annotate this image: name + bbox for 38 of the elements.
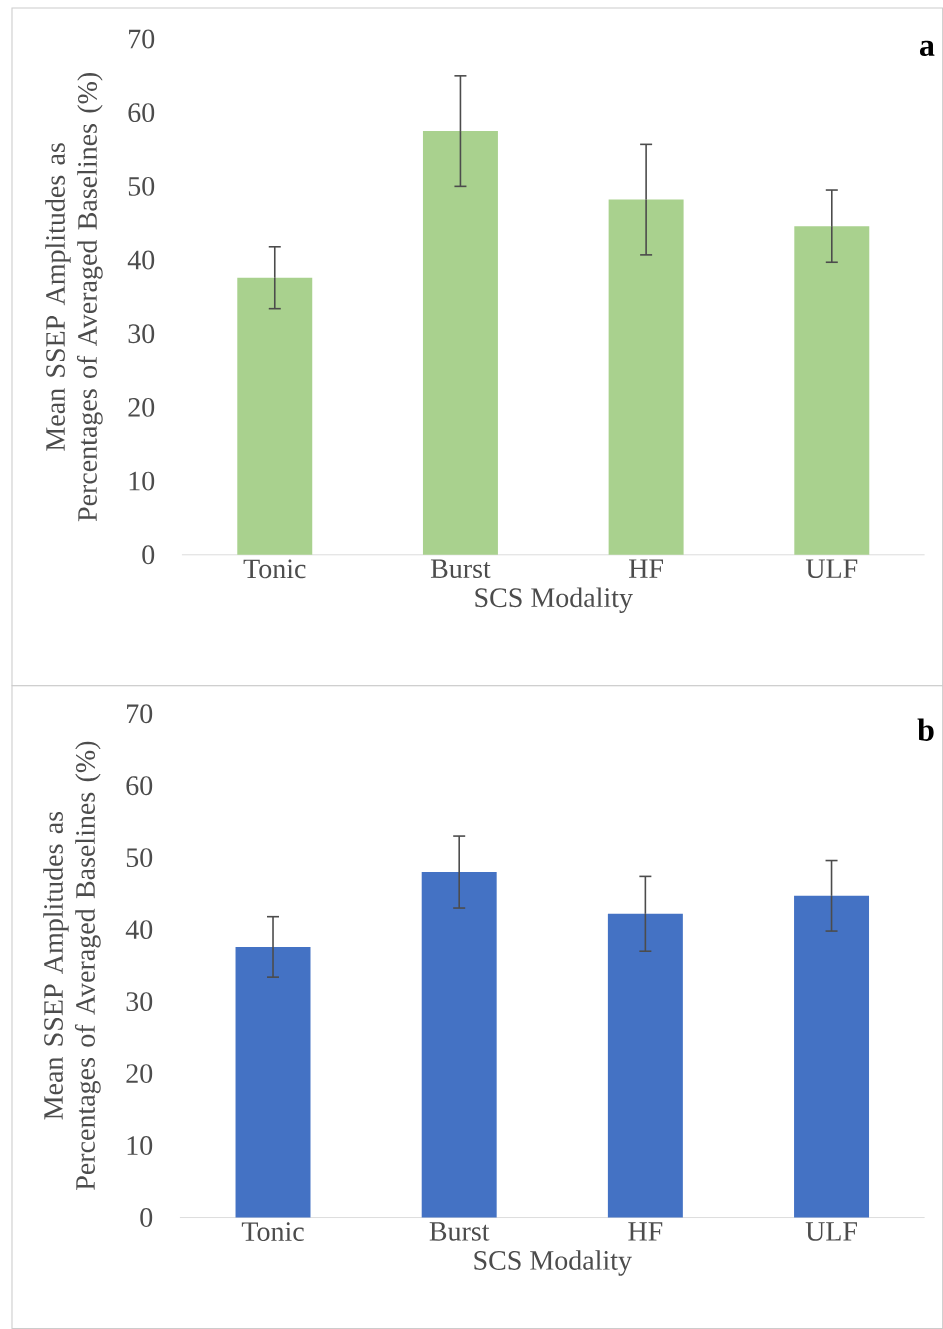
x-tick-label: ULF — [805, 1222, 857, 1241]
y-tick-label: 40 — [127, 250, 155, 270]
x-axis-title: SCS Modality — [475, 587, 633, 613]
y-tick-label: 0 — [140, 1208, 153, 1227]
y-tick-label: 70 — [127, 704, 153, 724]
y-tick-label: 30 — [126, 992, 153, 1012]
y-tick-label: 10 — [127, 1136, 153, 1155]
bar — [793, 895, 869, 1218]
y-tick-label: 20 — [128, 397, 155, 417]
x-tick-label: HF — [628, 1222, 663, 1241]
bar — [607, 913, 683, 1218]
annotation: a — [919, 40, 935, 57]
annotation: b — [917, 718, 934, 741]
y-tick-label: 70 — [129, 29, 155, 49]
x-tick-label: HF — [628, 559, 663, 578]
y-axis-title: Mean SSEP Amplitudes as Percentages of Averaged Baselines (%) — [45, 73, 103, 522]
y-tick-label: 20 — [126, 1064, 153, 1084]
x-tick-label: Tonic — [241, 1222, 304, 1242]
y-tick-label: 0 — [142, 545, 155, 565]
bar — [422, 131, 498, 555]
bar — [794, 226, 870, 555]
y-tick-label: 50 — [126, 848, 153, 868]
bar — [608, 199, 684, 555]
bar — [421, 872, 497, 1218]
x-tick-label: Burst — [430, 559, 491, 579]
y-tick-label: 60 — [126, 776, 153, 796]
x-tick-label: Burst — [429, 1222, 490, 1241]
y-tick-label: 30 — [128, 324, 155, 344]
y-tick-label: 10 — [129, 471, 155, 491]
bar — [237, 277, 313, 555]
x-tick-label: Tonic — [243, 559, 306, 579]
y-tick-label: 40 — [125, 920, 153, 940]
bar — [235, 946, 311, 1218]
y-axis-title: Mean SSEP Amplitudes as Percentages of Averaged Baselines (%) — [43, 741, 101, 1190]
x-tick-label: ULF — [805, 559, 858, 579]
y-tick-label: 60 — [128, 103, 155, 123]
y-tick-label: 50 — [128, 176, 155, 196]
x-axis-title: SCS Modality — [474, 1250, 632, 1276]
